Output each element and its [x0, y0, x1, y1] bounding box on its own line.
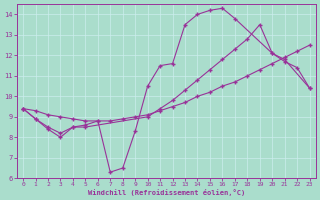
- X-axis label: Windchill (Refroidissement éolien,°C): Windchill (Refroidissement éolien,°C): [88, 189, 245, 196]
